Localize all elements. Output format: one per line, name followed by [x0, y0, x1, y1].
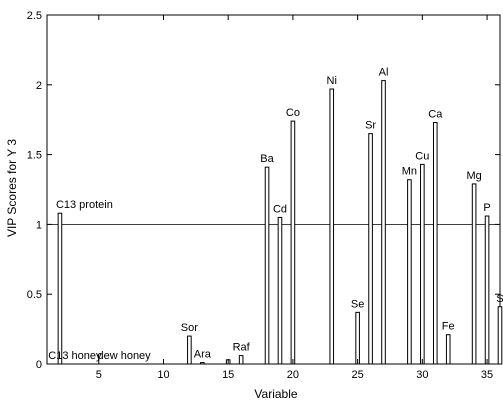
- bar: [187, 335, 192, 365]
- y-axis-title: VIP Scores for Y 3: [5, 139, 19, 237]
- bar-label: Se: [351, 298, 364, 310]
- y-tick-label: 2: [36, 80, 42, 92]
- y-tick-label: 2.5: [27, 10, 42, 22]
- bar-label: Ara: [194, 349, 212, 361]
- bar: [497, 306, 503, 365]
- bar-labels-group: C13 protein Sor Ara Raf Ba Cd Co Ni Se Sr Al Mn Cu Ca…: [56, 67, 503, 361]
- bar-label: Ca: [428, 108, 443, 120]
- x-tick-label: 5: [96, 369, 102, 381]
- bar-label: P: [483, 202, 490, 214]
- bar-label: S: [496, 293, 503, 305]
- bar: [238, 355, 244, 365]
- bar: [329, 88, 335, 365]
- bar-label: Al: [379, 67, 389, 79]
- bars-group: [57, 80, 503, 365]
- bar: [471, 183, 477, 365]
- bar-label: Fe: [442, 321, 455, 333]
- y-ticks-group: 0 0.5 1 1.5 2 2.5: [27, 10, 500, 371]
- bar-label: Ni: [327, 75, 337, 87]
- x-axis-title: Variable: [254, 387, 297, 401]
- bar-label: Mn: [402, 166, 417, 178]
- bar: [355, 311, 360, 365]
- bar-label: Mg: [466, 170, 481, 182]
- bar-label: Ba: [260, 153, 274, 165]
- bar-label: Sor: [181, 322, 198, 334]
- bar: [432, 121, 438, 365]
- bar-label: C13 protein: [56, 199, 113, 211]
- x-tick-label: 15: [222, 369, 234, 381]
- bar: [381, 80, 386, 365]
- x-ticks-group: 5 10 15 20 25 30 35: [96, 15, 493, 381]
- bar-label: Sr: [365, 120, 376, 132]
- bar: [200, 362, 205, 365]
- bar-label: Raf: [233, 342, 251, 354]
- bar-label: Cu: [415, 150, 429, 162]
- bar: [57, 212, 63, 365]
- x-tick-label: 30: [416, 369, 428, 381]
- y-tick-label: 1: [36, 219, 42, 231]
- x-tick-label: 35: [481, 369, 493, 381]
- y-tick-label: 0.5: [27, 289, 42, 301]
- baseline-annotation: dew honey: [97, 350, 151, 362]
- y-tick-label: 1.5: [27, 150, 42, 162]
- y-tick-label: 0: [36, 359, 42, 371]
- bar: [407, 179, 412, 365]
- x-tick-label: 10: [157, 369, 169, 381]
- bar: [290, 120, 296, 365]
- bar: [484, 215, 490, 365]
- bar: [368, 133, 373, 365]
- bar-label: Co: [286, 107, 300, 119]
- bar: [445, 334, 451, 365]
- bar-label: Cd: [273, 203, 287, 215]
- bar: [420, 163, 425, 365]
- bar: [264, 166, 270, 365]
- axes-box: [46, 14, 501, 365]
- x-tick-label: 20: [287, 369, 299, 381]
- x-tick-label: 25: [352, 369, 364, 381]
- baseline-annotation: C13 honey: [48, 350, 102, 362]
- plot-area: [46, 14, 501, 365]
- bar: [277, 216, 283, 365]
